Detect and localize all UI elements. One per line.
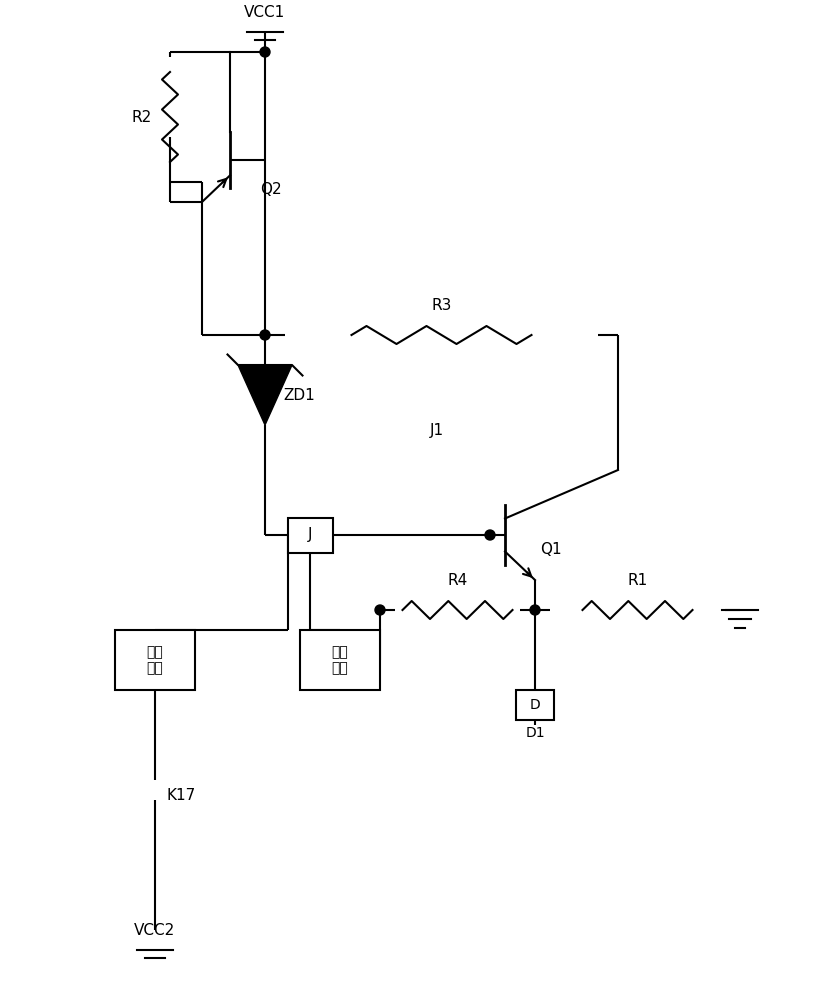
Text: Q2: Q2 [260, 182, 282, 198]
Circle shape [260, 47, 270, 57]
Text: 复位
单元: 复位 单元 [147, 645, 163, 675]
Text: R2: R2 [132, 109, 152, 124]
Text: D: D [530, 698, 541, 712]
Circle shape [530, 605, 540, 615]
Circle shape [260, 330, 270, 340]
Text: ZD1: ZD1 [283, 387, 314, 402]
Text: D1: D1 [525, 726, 545, 740]
Bar [516, 690, 554, 720]
Text: VCC1: VCC1 [244, 5, 286, 20]
Bar [115, 630, 195, 690]
Text: R1: R1 [627, 573, 648, 588]
Text: K17: K17 [167, 788, 197, 802]
Text: VCC2: VCC2 [134, 923, 175, 938]
Circle shape [485, 530, 495, 540]
Text: J1: J1 [430, 422, 444, 438]
Bar [287, 518, 333, 552]
Text: R3: R3 [432, 298, 452, 313]
Text: 延时
单元: 延时 单元 [332, 645, 348, 675]
Text: R4: R4 [447, 573, 468, 588]
Text: Q1: Q1 [540, 542, 562, 558]
Text: J: J [308, 528, 312, 542]
Bar [300, 630, 380, 690]
Circle shape [375, 605, 385, 615]
Polygon shape [238, 365, 292, 425]
